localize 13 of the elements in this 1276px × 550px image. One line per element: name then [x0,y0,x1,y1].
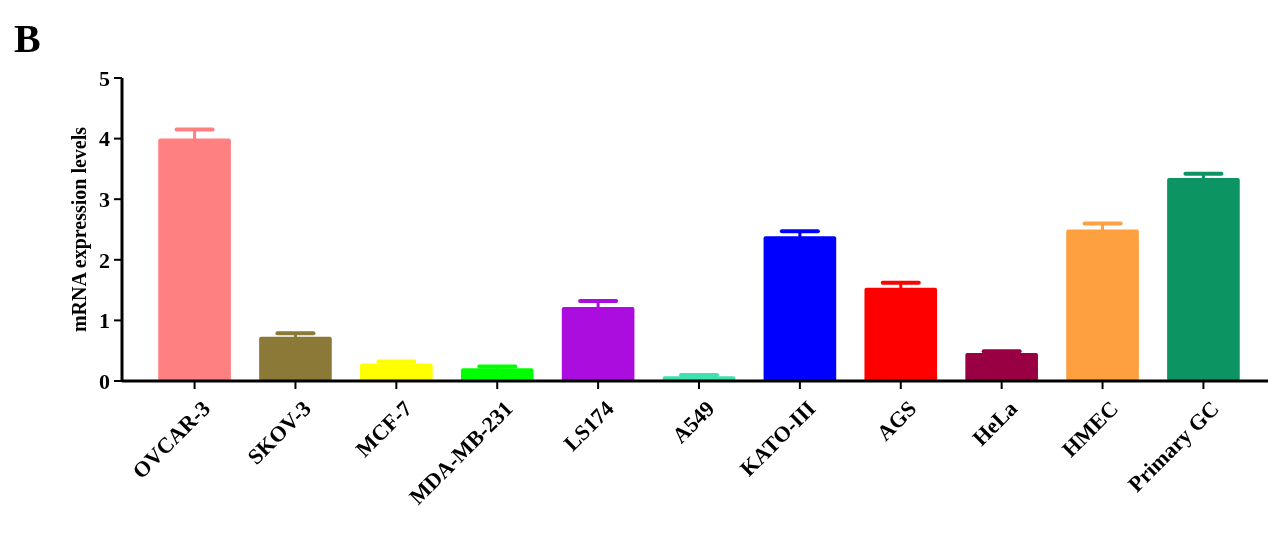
y-tick-label: 2 [99,247,110,273]
y-tick-label: 1 [99,308,110,334]
bar [1066,229,1139,381]
bar [561,307,635,381]
y-axis-title: mRNA expression levels [68,126,91,333]
text: B [14,16,41,61]
y-tick-label: 4 [99,126,110,152]
y-tick-label: 0 [99,368,110,394]
bar [460,368,534,381]
y-tick-label: 3 [99,186,110,212]
bar [360,363,433,381]
bar [965,353,1038,381]
y-tick-label: 5 [99,65,110,91]
